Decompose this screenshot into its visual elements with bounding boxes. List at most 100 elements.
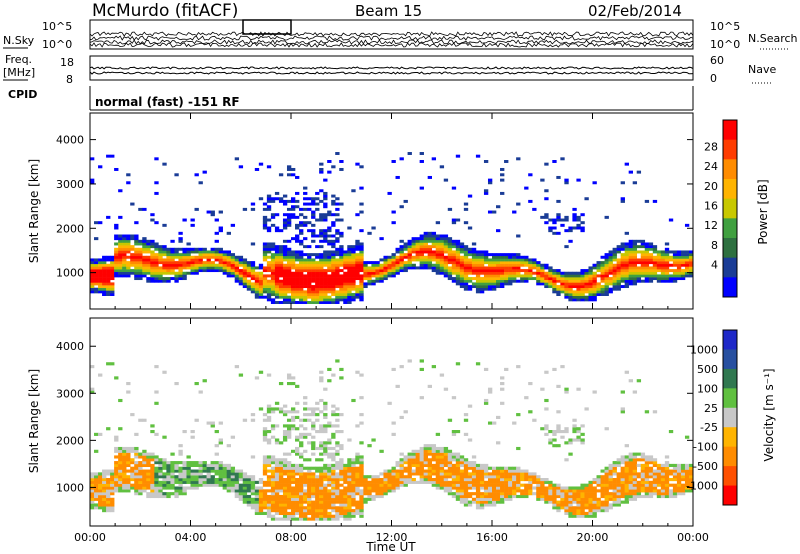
power-cell — [262, 295, 268, 299]
power-cell — [226, 258, 231, 262]
velocity-cell — [286, 469, 292, 473]
velocity-cell — [576, 489, 581, 493]
power-cell — [319, 231, 324, 235]
power-cell — [270, 282, 276, 286]
velocity-cell — [299, 435, 304, 439]
power-cell — [278, 271, 284, 275]
power-cell — [471, 255, 477, 259]
velocity-cell — [206, 466, 211, 470]
power-cell — [278, 301, 284, 304]
velocity-cell — [536, 486, 541, 490]
velocity-cell — [94, 497, 99, 501]
velocity-cell — [230, 466, 236, 470]
velocity-cell — [339, 466, 344, 470]
power-cell — [359, 261, 364, 265]
velocity-cell — [516, 486, 521, 490]
velocity-cell — [544, 427, 549, 431]
velocity-cell — [114, 446, 119, 451]
power-cell — [303, 197, 308, 201]
velocity-cell — [576, 427, 581, 431]
velocity-cell — [234, 469, 240, 473]
power-cell — [202, 266, 207, 270]
velocity-cell — [451, 432, 457, 436]
velocity-cell — [628, 480, 633, 484]
velocity-cell — [604, 472, 609, 476]
power-cell — [282, 202, 288, 206]
power-cell — [134, 242, 139, 246]
power-cell — [419, 266, 424, 270]
power-cell — [323, 215, 328, 219]
velocity-cell — [266, 458, 272, 462]
velocity-cell — [274, 469, 280, 473]
power-cell — [620, 181, 625, 185]
power-cell — [166, 263, 171, 267]
velocity-cell — [524, 396, 529, 400]
power-cell — [371, 269, 376, 273]
velocity-cell — [492, 500, 497, 504]
velocity-cell — [94, 480, 99, 484]
power-cell — [311, 197, 316, 201]
velocity-cell — [214, 463, 219, 468]
velocity-cell — [467, 486, 473, 490]
power-cell — [347, 245, 352, 249]
power-cell — [319, 170, 324, 174]
power-cell — [166, 247, 171, 251]
power-cell — [395, 269, 400, 273]
power-cell — [487, 263, 493, 267]
power-cell — [387, 269, 392, 273]
velocity-cell — [299, 418, 304, 422]
velocity-cell — [311, 483, 316, 487]
velocity-cell — [303, 407, 308, 411]
velocity-cell — [274, 506, 280, 510]
velocity-cell — [299, 432, 304, 436]
velocity-cell — [162, 483, 167, 487]
power-cell — [134, 274, 139, 278]
power-cell — [206, 210, 211, 214]
velocity-cell — [628, 452, 633, 456]
power-cell — [214, 263, 219, 267]
power-cell — [620, 279, 625, 283]
velocity-cell — [411, 452, 416, 456]
velocity-cell — [660, 486, 666, 490]
velocity-cell — [230, 486, 236, 490]
power-cell — [218, 255, 223, 259]
velocity-cell — [492, 472, 497, 476]
velocity-cell — [620, 475, 625, 479]
velocity-cell — [182, 463, 187, 468]
velocity-cell — [154, 401, 159, 405]
power-cell — [130, 234, 135, 238]
power-cell — [608, 253, 613, 257]
velocity-cell — [102, 469, 107, 473]
velocity-cell — [282, 506, 288, 510]
power-cell — [628, 282, 633, 286]
velocity-cell — [576, 387, 581, 391]
velocity-cell — [604, 492, 609, 496]
velocity-cell — [612, 497, 617, 501]
velocity-cell — [419, 469, 424, 473]
power-cell — [331, 245, 336, 249]
power-cell — [154, 266, 159, 270]
power-cell — [556, 277, 561, 281]
power-cell — [608, 269, 613, 273]
velocity-cell — [319, 441, 324, 445]
velocity-cell — [359, 475, 364, 479]
velocity-cell — [270, 483, 276, 487]
power-cell — [500, 178, 505, 182]
velocity-cell — [652, 461, 658, 465]
velocity-cell — [351, 500, 356, 504]
velocity-cell — [126, 390, 131, 394]
power-cell — [652, 266, 658, 270]
velocity-cell — [427, 446, 432, 451]
power-cell — [343, 295, 348, 299]
power-cell — [475, 277, 481, 281]
power-cell — [548, 218, 553, 222]
power-cell — [186, 242, 191, 246]
power-cell — [339, 295, 344, 299]
power-cell — [262, 242, 268, 246]
power-cell — [652, 261, 658, 265]
velocity-cell — [234, 472, 240, 476]
velocity-cell — [154, 489, 159, 493]
velocity-cell — [331, 469, 336, 473]
power-cell — [323, 237, 328, 241]
velocity-cell — [532, 480, 537, 484]
